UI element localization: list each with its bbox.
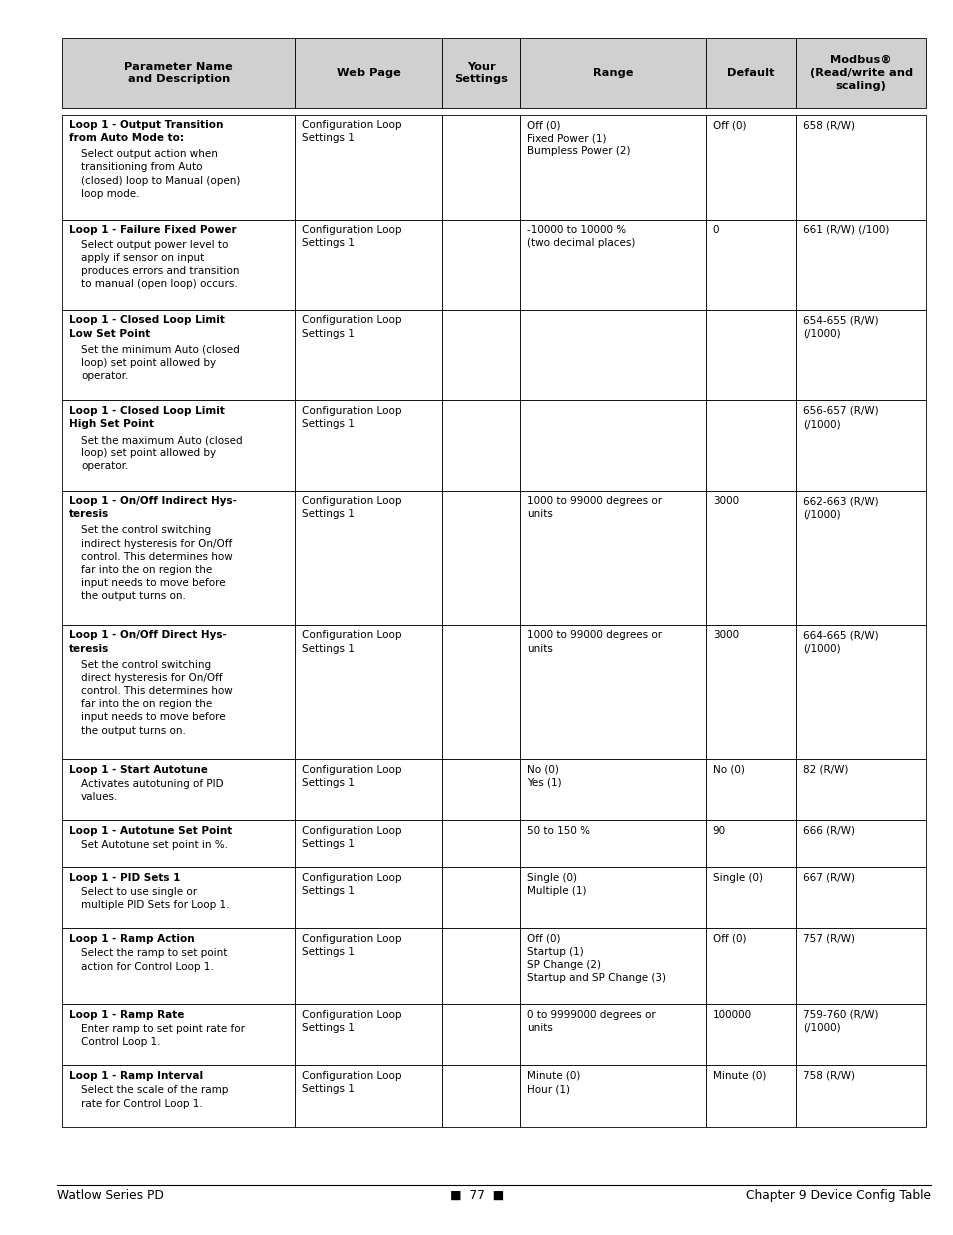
Bar — [796, 115, 925, 220]
Bar — [295, 625, 441, 760]
Bar — [796, 38, 925, 107]
Bar — [441, 400, 519, 490]
Text: Off (0)
Startup (1)
SP Change (2)
Startup and SP Change (3): Off (0) Startup (1) SP Change (2) Startu… — [526, 934, 665, 983]
Bar — [705, 760, 796, 820]
Text: Select output power level to
apply if sensor on input
produces errors and transi: Select output power level to apply if se… — [81, 240, 239, 289]
Bar — [62, 490, 295, 625]
Bar — [705, 310, 796, 400]
Text: Default: Default — [726, 68, 774, 78]
Text: 0: 0 — [712, 225, 719, 235]
Bar — [796, 867, 925, 929]
Text: Loop 1 - On/Off Indirect Hys-
teresis: Loop 1 - On/Off Indirect Hys- teresis — [69, 496, 236, 520]
Bar — [441, 760, 519, 820]
Bar — [295, 115, 441, 220]
Bar — [519, 760, 705, 820]
Text: 758 (R/W): 758 (R/W) — [802, 1071, 855, 1081]
Bar — [519, 625, 705, 760]
Bar — [62, 115, 295, 220]
Text: Configuration Loop
Settings 1: Configuration Loop Settings 1 — [302, 406, 401, 429]
Bar — [519, 867, 705, 929]
Text: Loop 1 - Failure Fixed Power: Loop 1 - Failure Fixed Power — [69, 225, 236, 235]
Text: 757 (R/W): 757 (R/W) — [802, 934, 855, 944]
Text: Configuration Loop
Settings 1: Configuration Loop Settings 1 — [302, 1071, 401, 1094]
Bar — [796, 760, 925, 820]
Bar — [295, 38, 441, 107]
Text: Configuration Loop
Settings 1: Configuration Loop Settings 1 — [302, 496, 401, 520]
Text: Modbus®
(Read/write and
scaling): Modbus® (Read/write and scaling) — [809, 56, 912, 91]
Bar — [705, 115, 796, 220]
Bar — [295, 760, 441, 820]
Bar — [519, 220, 705, 310]
Bar — [62, 220, 295, 310]
Text: Loop 1 - Output Transition
from Auto Mode to:: Loop 1 - Output Transition from Auto Mod… — [69, 120, 223, 143]
Text: Enter ramp to set point rate for
Control Loop 1.: Enter ramp to set point rate for Control… — [81, 1024, 245, 1047]
Text: Set the control switching
direct hysteresis for On/Off
control. This determines : Set the control switching direct hystere… — [81, 659, 233, 736]
Bar — [519, 115, 705, 220]
Text: Single (0)
Multiple (1): Single (0) Multiple (1) — [526, 872, 586, 895]
Text: 0 to 9999000 degrees or
units: 0 to 9999000 degrees or units — [526, 1009, 655, 1032]
Bar — [519, 929, 705, 1004]
Bar — [295, 400, 441, 490]
Text: 667 (R/W): 667 (R/W) — [802, 872, 855, 883]
Text: Loop 1 - Closed Loop Limit
Low Set Point: Loop 1 - Closed Loop Limit Low Set Point — [69, 315, 225, 338]
Text: Select the ramp to set point
action for Control Loop 1.: Select the ramp to set point action for … — [81, 948, 227, 972]
Bar — [62, 820, 295, 867]
Bar — [705, 490, 796, 625]
Bar — [796, 625, 925, 760]
Bar — [705, 820, 796, 867]
Bar — [519, 1004, 705, 1066]
Bar — [705, 220, 796, 310]
Text: Configuration Loop
Settings 1: Configuration Loop Settings 1 — [302, 225, 401, 248]
Bar — [796, 490, 925, 625]
Bar — [441, 929, 519, 1004]
Text: Set the maximum Auto (closed
loop) set point allowed by
operator.: Set the maximum Auto (closed loop) set p… — [81, 435, 242, 472]
Text: Web Page: Web Page — [336, 68, 400, 78]
Text: Select output action when
transitioning from Auto
(closed) loop to Manual (open): Select output action when transitioning … — [81, 149, 240, 199]
Bar — [295, 1004, 441, 1066]
Bar — [705, 400, 796, 490]
Bar — [441, 38, 519, 107]
Bar — [705, 625, 796, 760]
Bar — [441, 1066, 519, 1126]
Bar — [62, 867, 295, 929]
Text: 82 (R/W): 82 (R/W) — [802, 764, 848, 774]
Text: Minute (0)
Hour (1): Minute (0) Hour (1) — [526, 1071, 579, 1094]
Text: Configuration Loop
Settings 1: Configuration Loop Settings 1 — [302, 764, 401, 788]
Bar — [441, 820, 519, 867]
Bar — [441, 867, 519, 929]
Bar — [441, 220, 519, 310]
Bar — [796, 820, 925, 867]
Bar — [519, 490, 705, 625]
Bar — [62, 1066, 295, 1126]
Bar — [441, 1004, 519, 1066]
Text: 3000: 3000 — [712, 630, 738, 641]
Text: Loop 1 - Ramp Interval: Loop 1 - Ramp Interval — [69, 1071, 203, 1081]
Text: Set Autotune set point in %.: Set Autotune set point in %. — [81, 840, 228, 851]
Text: Loop 1 - Start Autotune: Loop 1 - Start Autotune — [69, 764, 208, 774]
Bar — [705, 867, 796, 929]
Bar — [62, 760, 295, 820]
Text: Configuration Loop
Settings 1: Configuration Loop Settings 1 — [302, 872, 401, 895]
Bar — [295, 310, 441, 400]
Text: 654-655 (R/W)
(/1000): 654-655 (R/W) (/1000) — [802, 315, 878, 338]
Text: Loop 1 - PID Sets 1: Loop 1 - PID Sets 1 — [69, 872, 180, 883]
Text: Activates autotuning of PID
values.: Activates autotuning of PID values. — [81, 779, 223, 803]
Text: Parameter Name
and Description: Parameter Name and Description — [124, 62, 233, 84]
Bar — [796, 400, 925, 490]
Bar — [62, 400, 295, 490]
Text: Set the minimum Auto (closed
loop) set point allowed by
operator.: Set the minimum Auto (closed loop) set p… — [81, 345, 239, 380]
Text: Off (0): Off (0) — [712, 934, 745, 944]
Text: -10000 to 10000 %
(two decimal places): -10000 to 10000 % (two decimal places) — [526, 225, 635, 248]
Bar — [295, 220, 441, 310]
Bar — [796, 929, 925, 1004]
Text: ■  77  ■: ■ 77 ■ — [450, 1189, 503, 1202]
Text: Loop 1 - Closed Loop Limit
High Set Point: Loop 1 - Closed Loop Limit High Set Poin… — [69, 406, 225, 429]
Bar — [519, 310, 705, 400]
Text: Loop 1 - Ramp Action: Loop 1 - Ramp Action — [69, 934, 194, 944]
Bar — [705, 929, 796, 1004]
Text: Select the scale of the ramp
rate for Control Loop 1.: Select the scale of the ramp rate for Co… — [81, 1086, 228, 1109]
Text: Configuration Loop
Settings 1: Configuration Loop Settings 1 — [302, 826, 401, 848]
Bar — [295, 1066, 441, 1126]
Text: 50 to 150 %: 50 to 150 % — [526, 826, 589, 836]
Text: 661 (R/W) (/100): 661 (R/W) (/100) — [802, 225, 889, 235]
